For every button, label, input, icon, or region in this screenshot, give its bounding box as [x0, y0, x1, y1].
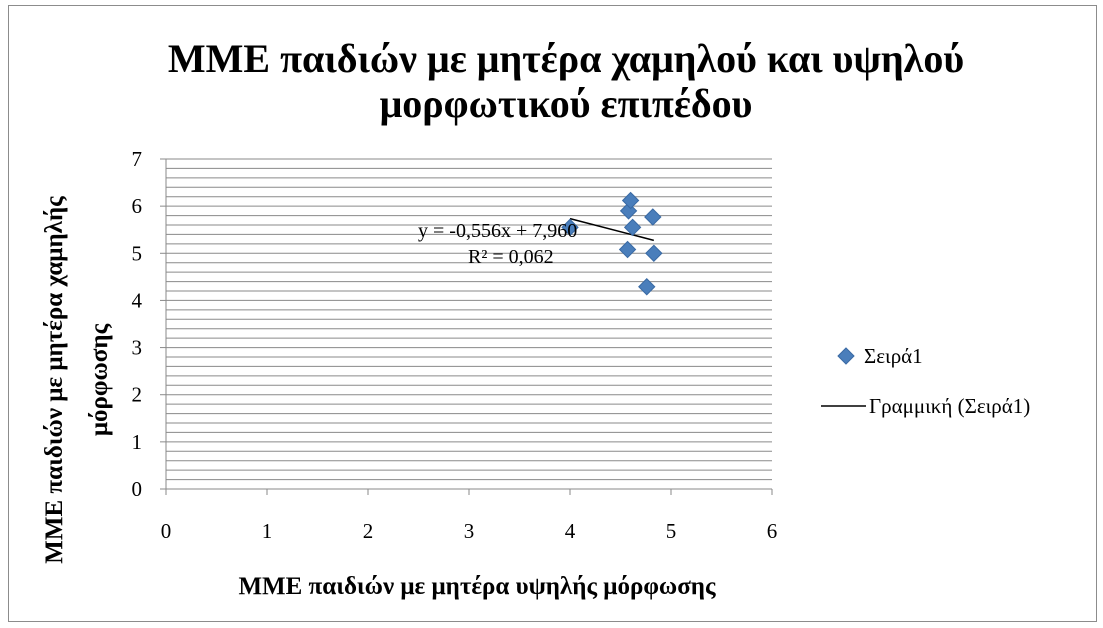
y-tick-label: 6: [132, 194, 143, 218]
y-axis-label: ΜΜΕ παιδιών με μητέρα χαμηλής μόρφωσης: [41, 196, 113, 564]
x-tick-labels: 0 1 2 3 4 5 6: [161, 489, 778, 543]
y-axis-label-line2: μόρφωσης: [86, 323, 113, 436]
y-tick-label: 7: [132, 147, 143, 171]
x-tick-label: 6: [767, 519, 778, 543]
data-point-diamond: [618, 240, 637, 259]
legend: Σειρά1 Γραμμική (Σειρά1): [821, 344, 1030, 418]
data-point-diamond: [638, 278, 656, 296]
data-point-diamond: [619, 202, 638, 220]
data-point-diamond: [644, 208, 662, 226]
gridlines: [166, 158, 772, 481]
y-tick-label: 4: [132, 288, 143, 312]
x-tick-label: 3: [464, 519, 475, 543]
data-point-diamond: [561, 218, 579, 237]
data-point-diamond: [621, 191, 640, 210]
trendline: [569, 217, 655, 242]
data-point-diamond: [645, 244, 663, 262]
chart-title-line2: μορφωτικού επιπέδου: [380, 81, 753, 126]
trendline-r2-label: R² = 0,062: [468, 246, 554, 268]
chart-title-line1: ΜΜΕ παιδιών με μητέρα χαμηλού και υψηλού: [168, 36, 964, 81]
y-tick-label: 0: [132, 477, 143, 501]
x-tick-label: 1: [262, 519, 273, 543]
data-points: [561, 191, 663, 296]
x-tick-label: 4: [565, 519, 576, 543]
x-axis-label: ΜΜΕ παιδιών με μητέρα υψηλής μόρφωσης: [238, 573, 716, 600]
legend-trendline-label: Γραμμική (Σειρά1): [869, 394, 1030, 418]
y-tick-label: 2: [132, 383, 143, 407]
trendline-group: [569, 217, 655, 242]
y-tick-label: 3: [132, 336, 143, 360]
y-tick-label: 1: [132, 430, 143, 454]
data-point-diamond: [623, 218, 642, 237]
trendline-equation-label: y = -0,556x + 7,960: [418, 220, 577, 242]
x-tick-label: 0: [161, 519, 172, 543]
y-axis-label-line1: ΜΜΕ παιδιών με μητέρα χαμηλής: [41, 196, 68, 564]
legend-series-label: Σειρά1: [864, 344, 923, 368]
y-tick-labels: 0 1 2 3 4 5 6 7: [132, 147, 166, 501]
x-tick-label: 2: [363, 519, 374, 543]
x-tick-label: 5: [666, 519, 677, 543]
legend-marker-diamond-icon: [837, 347, 855, 365]
y-tick-label: 5: [132, 241, 143, 265]
axes: [165, 159, 772, 490]
chart-frame: [8, 5, 1097, 622]
